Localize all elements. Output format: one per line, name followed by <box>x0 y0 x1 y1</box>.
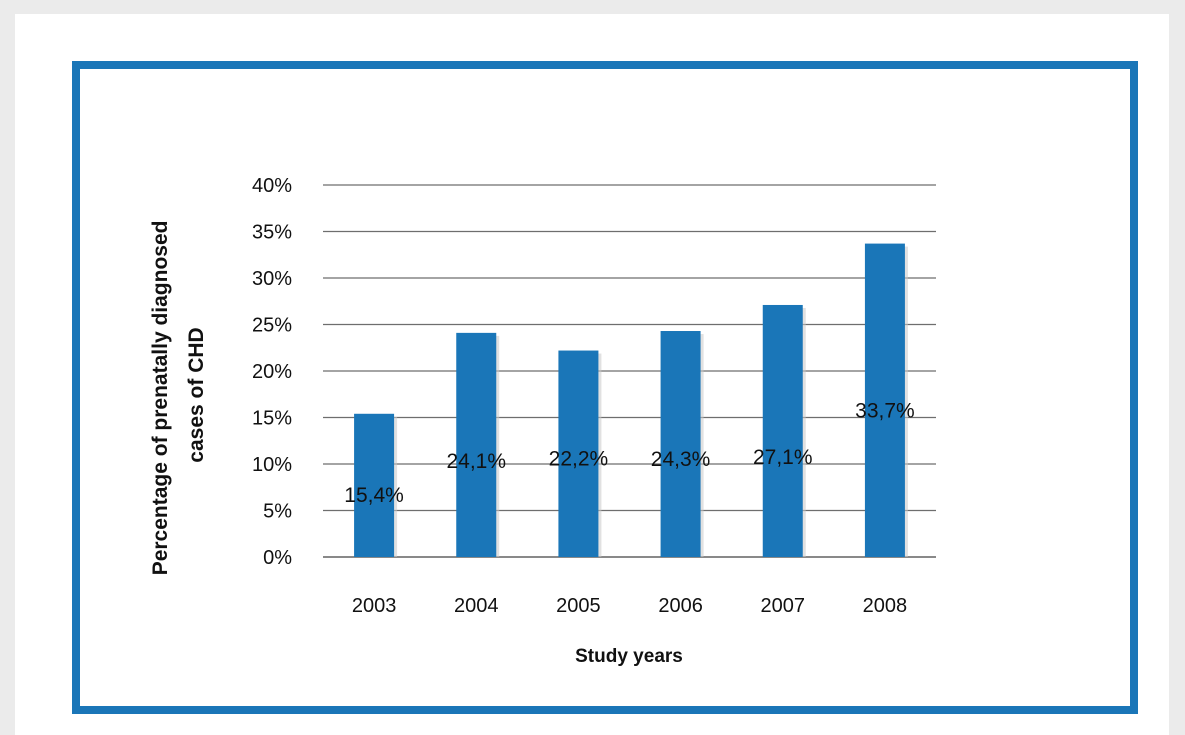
y-tick-label: 10% <box>252 454 292 476</box>
bar-2008 <box>864 243 905 557</box>
bar-2005 <box>558 350 599 557</box>
bar-2006 <box>660 331 701 557</box>
y-tick-label: 20% <box>252 361 292 383</box>
x-tick-label: 2007 <box>761 595 806 617</box>
data-label: 33,7% <box>855 400 915 423</box>
chart-frame <box>72 61 1138 714</box>
data-label: 24,3% <box>651 448 711 471</box>
bars <box>354 243 908 557</box>
x-tick-label: 2008 <box>863 595 908 617</box>
x-tick-label: 2005 <box>556 595 601 617</box>
y-axis-label-line-2: cases of CHD <box>185 327 208 462</box>
bar-2007 <box>762 304 803 557</box>
data-label: 24,1% <box>446 450 506 473</box>
page: 0% 5% 10% 15% 20% 25% 30% 35% 40% 2003 2004 2005 20… <box>15 14 1169 735</box>
y-tick-label: 5% <box>263 501 292 523</box>
x-tick-label: 2003 <box>352 595 397 617</box>
data-label: 15,4% <box>344 484 404 507</box>
x-tick-labels: 2003 2004 2005 2006 2007 2008 <box>352 595 907 617</box>
bar-2004 <box>456 332 497 557</box>
x-tick-label: 2006 <box>658 595 703 617</box>
y-tick-label: 40% <box>252 175 292 197</box>
data-label: 22,2% <box>549 448 609 471</box>
y-tick-label: 15% <box>252 408 292 430</box>
data-labels: 15,4% 24,1% 22,2% 24,3% 27,1% 33,7% <box>344 400 914 507</box>
y-axis-label: Percentage of prenatally diagnosed cases… <box>149 215 208 576</box>
gridlines <box>323 184 936 558</box>
y-tick-label: 25% <box>252 315 292 337</box>
data-label: 27,1% <box>753 446 813 469</box>
y-axis-label-line-1: Percentage of prenatally diagnosed <box>149 221 172 576</box>
y-tick-label: 0% <box>263 547 292 569</box>
x-tick-label: 2004 <box>454 595 499 617</box>
y-tick-label: 30% <box>252 268 292 290</box>
y-tick-label: 35% <box>252 222 292 244</box>
y-tick-labels: 0% 5% 10% 15% 20% 25% 30% 35% 40% <box>252 175 292 569</box>
bar-2003 <box>354 413 395 557</box>
x-axis-label: Study years <box>575 646 683 667</box>
